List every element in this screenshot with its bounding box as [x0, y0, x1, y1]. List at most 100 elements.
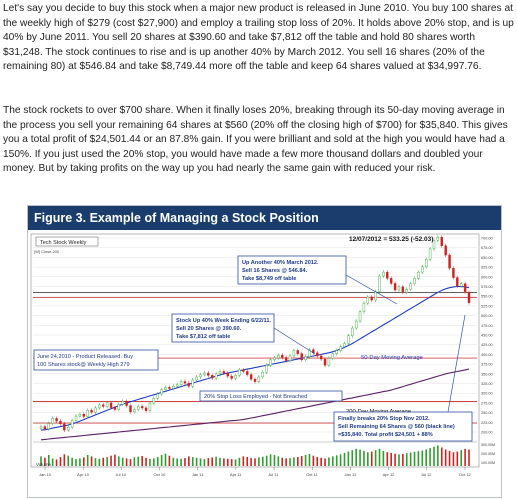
volume-bar — [367, 452, 369, 466]
x-tick-label: Jan 10 — [39, 472, 52, 477]
volume-bar — [234, 459, 237, 466]
volume-bar — [468, 449, 470, 466]
y-tick-label: 250.00 — [481, 411, 493, 415]
candle-body — [210, 375, 214, 379]
candle-body — [218, 371, 222, 375]
volume-bar — [409, 452, 412, 466]
volume-bar — [402, 453, 404, 466]
candle-body — [156, 393, 159, 399]
candle-body — [175, 384, 179, 387]
ma50-line — [40, 285, 470, 431]
volume-bar — [71, 457, 73, 466]
y-tick-label: 500.00 — [481, 314, 493, 318]
volume-bar — [448, 450, 451, 466]
volume-bar — [164, 453, 167, 466]
candle-body — [432, 240, 436, 250]
ma200-line — [40, 368, 470, 441]
volume-bar — [153, 458, 155, 466]
candle-body — [86, 410, 89, 417]
annotation-june-2010: June 24,2010 - Product Released. Buy 100… — [33, 349, 159, 371]
volume-bar — [293, 457, 295, 466]
volume-bar — [308, 453, 311, 466]
y-tick-label: 625.00 — [481, 266, 493, 270]
candle-body — [413, 278, 416, 284]
volume-bar — [320, 457, 322, 466]
candle-body — [284, 357, 288, 361]
candle-body — [463, 283, 467, 293]
candle-body — [187, 382, 191, 387]
annotation-line: 20% Stop Loss Employed - Not Breached — [204, 394, 307, 400]
candle-body — [405, 289, 408, 293]
volume-bar — [297, 457, 299, 466]
volume-tick-label: 300.00M — [481, 443, 495, 447]
y-tick-label: 675.00 — [481, 246, 493, 250]
volume-bar — [335, 455, 338, 466]
candle-body — [362, 302, 366, 312]
candle-body — [102, 404, 105, 407]
candle-body — [203, 372, 206, 375]
volume-bar — [149, 458, 151, 466]
x-tick-label: Oct 10 — [154, 472, 167, 477]
candle-body — [273, 357, 276, 361]
volume-bar — [351, 450, 354, 466]
candle-body — [452, 268, 455, 278]
candle-body — [47, 423, 50, 430]
volume-bar — [191, 457, 194, 466]
volume-bar — [226, 458, 229, 466]
y-tick-label: 650.00 — [481, 256, 493, 260]
volume-label: Volume — [36, 462, 52, 467]
volume-bar — [160, 455, 163, 466]
legend-box — [35, 236, 99, 247]
candle-body — [296, 350, 299, 354]
volume-bar — [67, 455, 70, 466]
y-tick-label: 300.00 — [481, 392, 493, 396]
volume-bar — [118, 456, 120, 466]
candle-body — [319, 355, 323, 360]
candle-body — [63, 423, 66, 431]
y-tick-label: 400.00 — [481, 353, 493, 357]
paragraph-2: The stock rockets to over $700 share. Wh… — [3, 105, 508, 175]
x-tick-label: Jan 11 — [192, 472, 204, 477]
volume-bar — [242, 456, 245, 466]
annotation-box — [199, 390, 343, 402]
candle-body — [265, 365, 268, 373]
candle-body — [257, 376, 261, 382]
candle-body — [234, 375, 237, 379]
volume-bar — [172, 457, 175, 466]
volume-bar — [83, 457, 85, 466]
candle-body — [467, 292, 471, 303]
candle-body — [347, 335, 350, 344]
ma50-label: 50-Day Moving Average — [361, 355, 423, 361]
annotation-stop-loss: 20% Stop Loss Employed - Not Breached — [199, 390, 343, 402]
volume-bar — [230, 459, 233, 466]
volume-bar — [211, 457, 213, 466]
candle-body — [300, 353, 303, 361]
figure-stock-position: Figure 3. Example of Managing a Stock Po… — [27, 205, 502, 498]
candle-body — [129, 405, 132, 413]
candle-body — [288, 355, 292, 361]
volume-bar — [63, 454, 66, 466]
candle-body — [366, 296, 370, 304]
candle-body — [109, 402, 113, 408]
volume-bar — [44, 457, 46, 466]
volume-bar — [180, 458, 182, 466]
volume-bar — [145, 457, 147, 466]
y-axis: 700.00 675.00 650.00 625.00 600.00 575.00 550.… — [481, 237, 495, 466]
x-tick-label: Apr 12 — [383, 472, 396, 477]
candle-body — [382, 271, 385, 277]
y-tick-label: 525.00 — [481, 304, 493, 308]
candle-body — [222, 371, 226, 374]
volume-bar — [55, 459, 58, 466]
candle-body — [386, 271, 389, 279]
x-tick-label: Jul 10 — [115, 472, 126, 477]
volume-bar — [250, 458, 252, 466]
volume-bar — [141, 456, 143, 466]
candle-body — [125, 401, 128, 406]
candle-body — [121, 401, 124, 405]
candle-body — [160, 389, 163, 395]
annotation-line: Take $8,749 off table — [242, 276, 296, 282]
candle-body — [417, 271, 420, 279]
volume-bar — [332, 456, 334, 466]
candle-body — [281, 354, 284, 358]
candle-body — [140, 406, 144, 409]
